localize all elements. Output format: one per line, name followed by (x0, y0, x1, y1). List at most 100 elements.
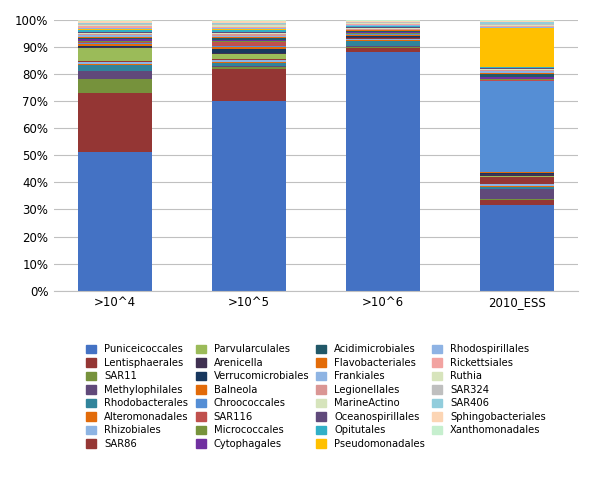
Bar (480, 175, 554, 177)
Bar (480, 204, 554, 291)
Bar (78, 46, 152, 47)
Bar (480, 74, 554, 78)
Bar (212, 60, 286, 62)
Bar (480, 25, 554, 26)
Bar (480, 79, 554, 80)
Bar (480, 26, 554, 27)
Bar (78, 64, 152, 65)
Bar (346, 33, 420, 34)
Bar (346, 40, 420, 46)
Bar (78, 40, 152, 42)
Bar (480, 24, 554, 25)
Bar (212, 69, 286, 101)
Bar (346, 47, 420, 48)
Bar (212, 41, 286, 42)
Bar (78, 42, 152, 43)
Bar (480, 200, 554, 204)
Bar (78, 62, 152, 64)
Bar (480, 73, 554, 74)
Bar (78, 79, 152, 93)
Bar (78, 35, 152, 37)
Bar (212, 25, 286, 27)
Bar (212, 20, 286, 21)
Bar (480, 69, 554, 70)
Bar (78, 71, 152, 79)
Bar (346, 24, 420, 25)
Bar (212, 30, 286, 32)
Bar (480, 174, 554, 175)
Bar (78, 93, 152, 152)
Bar (212, 28, 286, 29)
Bar (346, 52, 420, 291)
Bar (212, 34, 286, 36)
Bar (480, 68, 554, 69)
Bar (78, 30, 152, 31)
Bar (212, 38, 286, 40)
Bar (78, 31, 152, 33)
Bar (346, 36, 420, 37)
Bar (212, 23, 286, 24)
Bar (78, 21, 152, 23)
Bar (212, 40, 286, 41)
Bar (212, 36, 286, 37)
Bar (480, 78, 554, 79)
Bar (346, 26, 420, 27)
Bar (78, 38, 152, 39)
Bar (480, 187, 554, 189)
Bar (78, 27, 152, 29)
Bar (78, 152, 152, 291)
Bar (78, 23, 152, 24)
Bar (346, 28, 420, 29)
Bar (346, 37, 420, 38)
Bar (480, 189, 554, 199)
Bar (480, 70, 554, 71)
Bar (212, 27, 286, 28)
Bar (78, 34, 152, 35)
Bar (480, 184, 554, 187)
Bar (78, 20, 152, 21)
Bar (480, 28, 554, 67)
Bar (346, 35, 420, 36)
Bar (346, 27, 420, 28)
Bar (212, 67, 286, 69)
Legend: Puniceicoccales, Lentisphaerales, SAR11, Methylophilales, Rhodobacterales, Alter: Puniceicoccales, Lentisphaerales, SAR11,… (86, 345, 546, 449)
Bar (78, 37, 152, 38)
Bar (346, 34, 420, 35)
Bar (212, 49, 286, 53)
Bar (78, 29, 152, 30)
Bar (212, 29, 286, 30)
Bar (212, 33, 286, 34)
Bar (78, 33, 152, 34)
Bar (346, 21, 420, 22)
Bar (480, 177, 554, 184)
Bar (480, 80, 554, 81)
Bar (346, 32, 420, 33)
Bar (480, 22, 554, 24)
Bar (78, 43, 152, 44)
Bar (212, 63, 286, 66)
Bar (480, 199, 554, 200)
Bar (212, 37, 286, 38)
Bar (480, 81, 554, 172)
Bar (78, 25, 152, 27)
Bar (212, 46, 286, 47)
Bar (480, 20, 554, 21)
Bar (212, 47, 286, 49)
Bar (480, 173, 554, 174)
Bar (346, 22, 420, 23)
Bar (346, 25, 420, 26)
Bar (78, 24, 152, 25)
Bar (212, 53, 286, 54)
Bar (78, 61, 152, 62)
Bar (346, 38, 420, 39)
Bar (346, 39, 420, 40)
Bar (346, 23, 420, 24)
Bar (480, 27, 554, 28)
Bar (78, 39, 152, 40)
Bar (346, 31, 420, 32)
Bar (480, 172, 554, 173)
Bar (212, 42, 286, 46)
Bar (212, 21, 286, 23)
Bar (212, 59, 286, 60)
Bar (78, 48, 152, 61)
